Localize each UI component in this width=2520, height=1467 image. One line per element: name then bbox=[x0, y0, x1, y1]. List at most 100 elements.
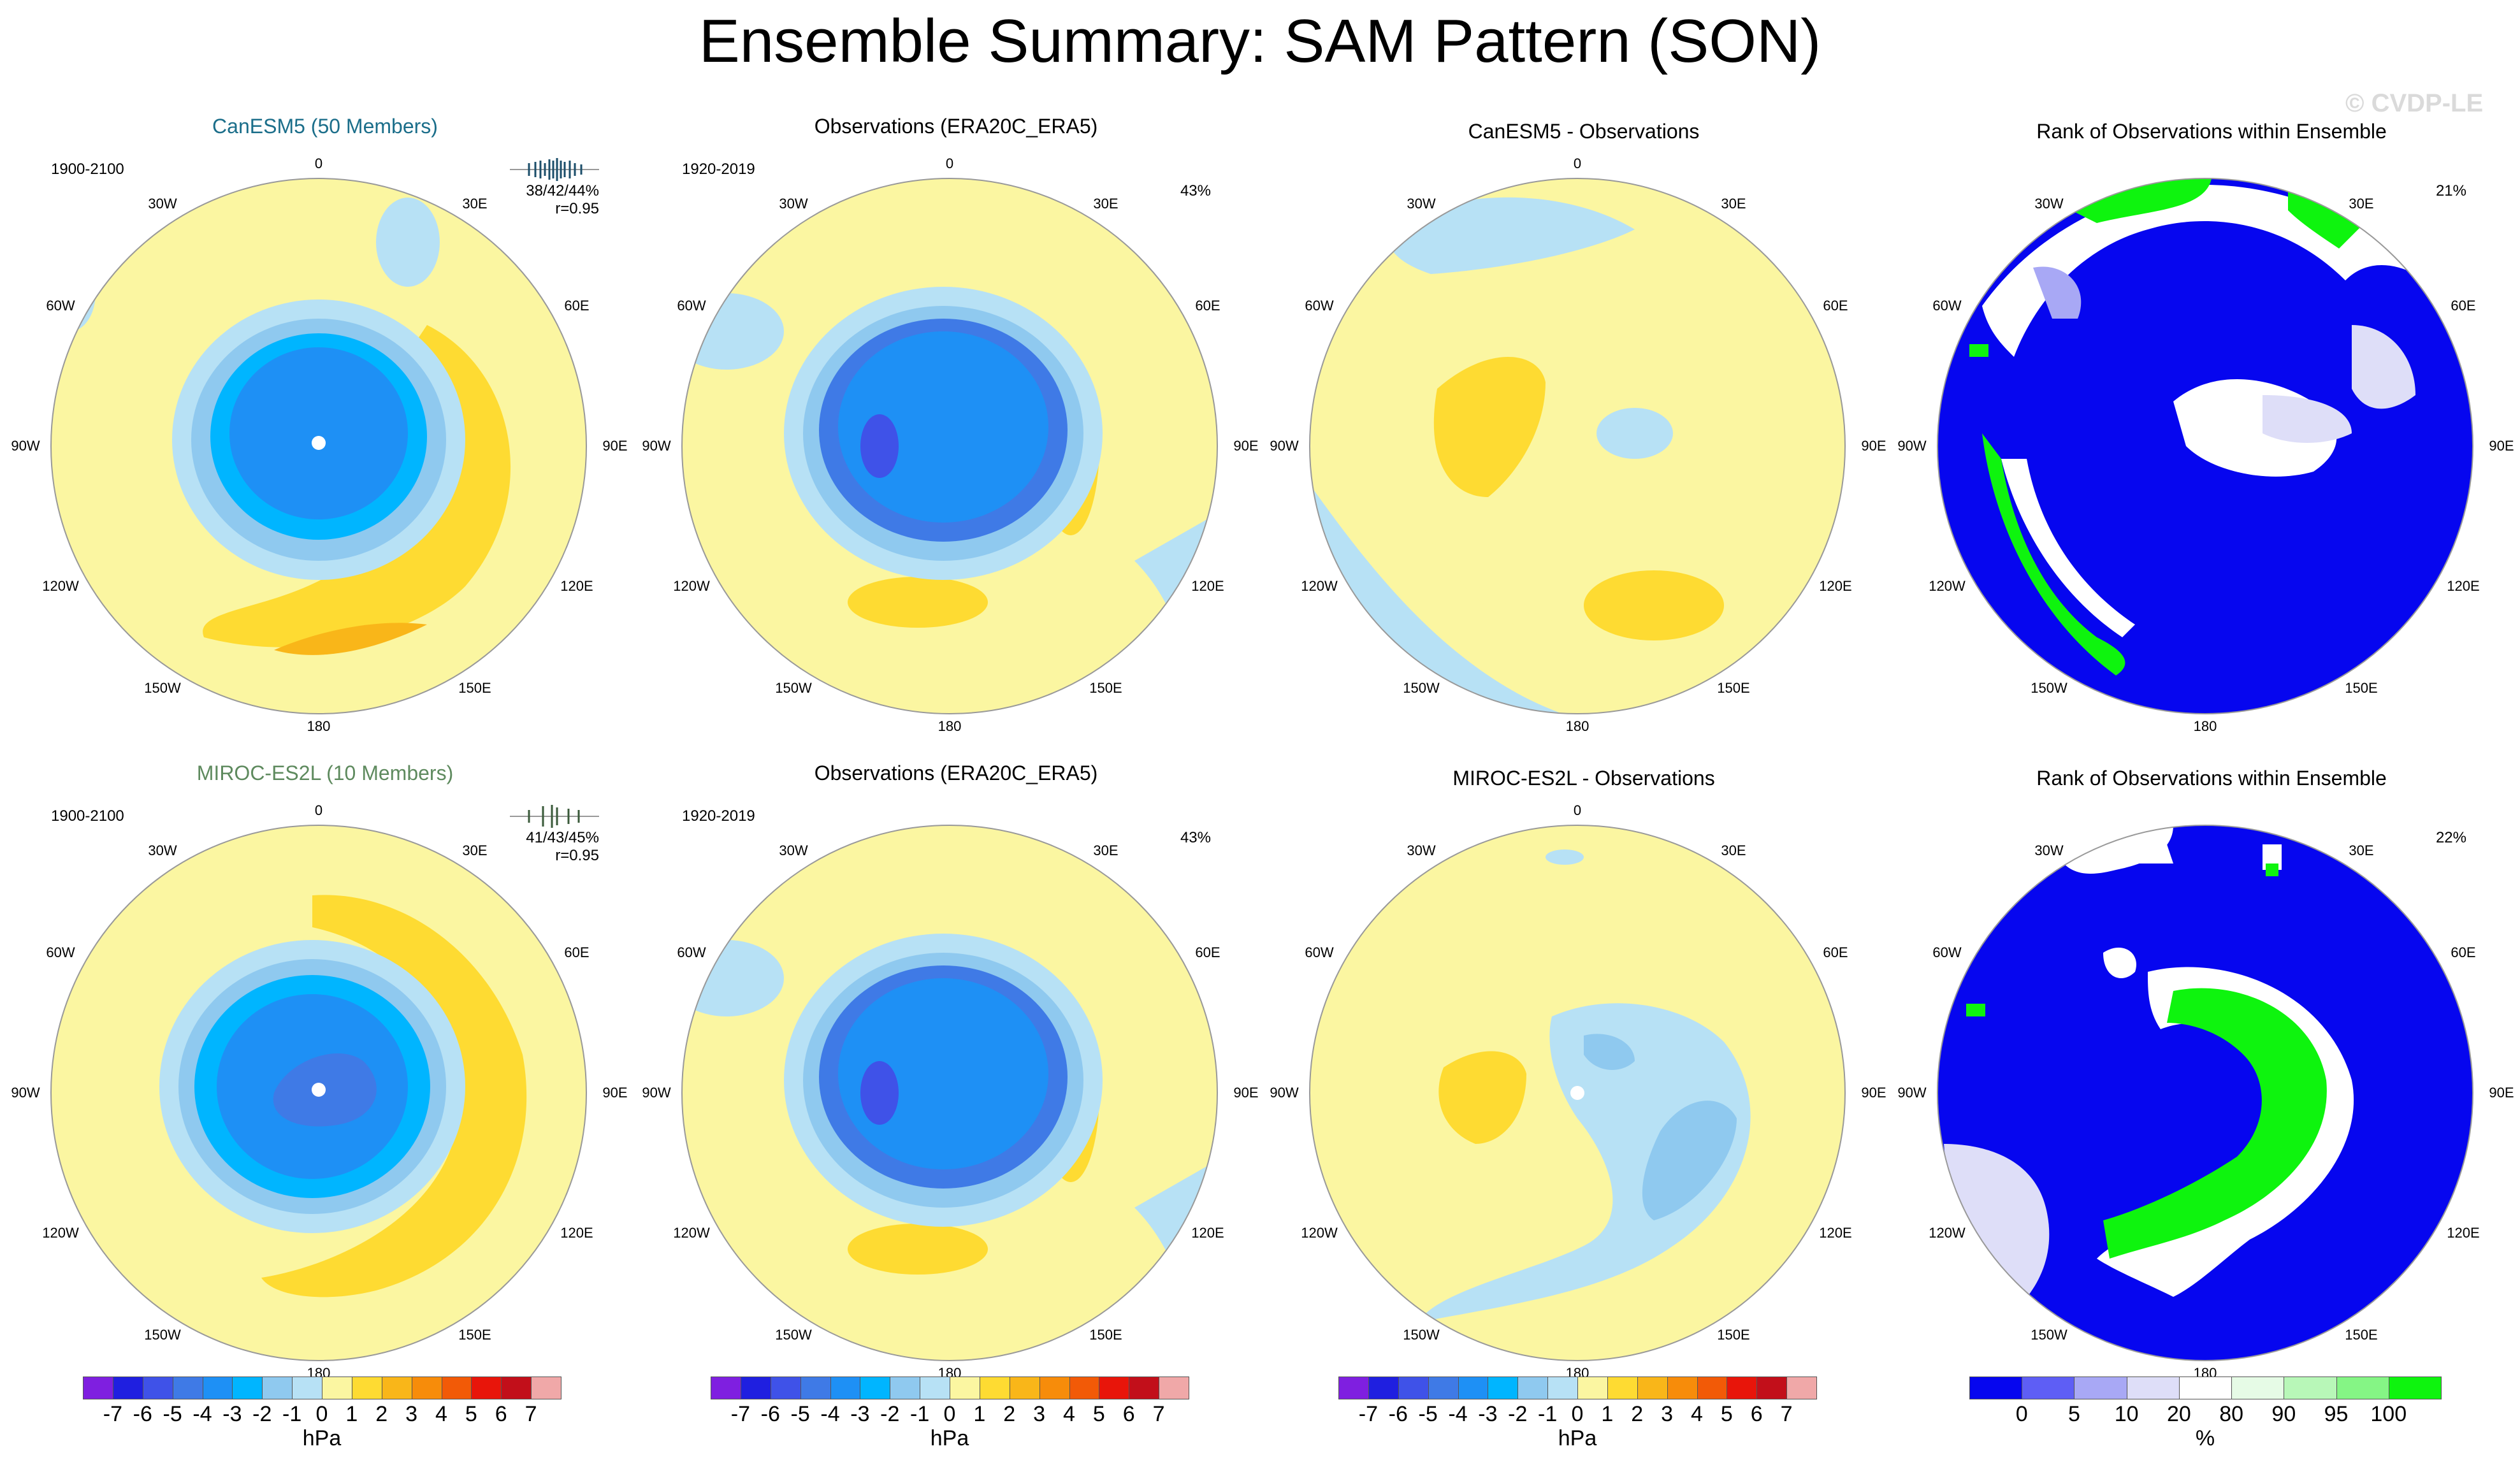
colorbar-tick-label: 7 bbox=[1780, 1402, 1793, 1426]
lon-label: 90E bbox=[602, 438, 628, 454]
colorbar-swatch bbox=[2022, 1377, 2075, 1399]
panel-title: Rank of Observations within Ensemble bbox=[2036, 767, 2387, 790]
colorbar-tick-label: -3 bbox=[850, 1402, 870, 1426]
lon-label: 60E bbox=[2451, 298, 2476, 314]
colorbar-tick-label: 1 bbox=[973, 1402, 986, 1426]
lon-label: 90W bbox=[1270, 1085, 1299, 1101]
pattern-percent: 21% bbox=[2435, 182, 2466, 199]
lon-label: 120E bbox=[1191, 1225, 1224, 1241]
lon-label: 60E bbox=[1195, 298, 1220, 314]
lon-label: 120W bbox=[1301, 1225, 1338, 1241]
colorbar-swatch bbox=[1398, 1377, 1429, 1399]
colorbar-swatch bbox=[1786, 1377, 1817, 1399]
colorbar-tick-label: 4 bbox=[435, 1402, 447, 1426]
colorbar-tick-label: -5 bbox=[790, 1402, 810, 1426]
lon-label: 60W bbox=[46, 298, 75, 314]
colorbar-swatch bbox=[112, 1377, 143, 1399]
lon-label: 150E bbox=[2345, 1327, 2378, 1343]
lon-label: 30W bbox=[779, 842, 808, 858]
colorbar-hpa-1: -7 -6 -5 -4 -3 -2 -1 0 1 2 3 4 5 6 7 hPa bbox=[83, 1377, 561, 1453]
figure-title: Ensemble Summary: SAM Pattern (SON) bbox=[699, 7, 1821, 75]
lon-label: 150W bbox=[144, 680, 181, 696]
lon-label: 30E bbox=[1093, 196, 1119, 212]
lon-label: 120W bbox=[1929, 578, 1966, 594]
colorbar-swatch bbox=[1428, 1377, 1459, 1399]
colorbar-tick-label: 5 bbox=[1092, 1402, 1105, 1426]
colorbar-swatch bbox=[172, 1377, 203, 1399]
colorbar-tick-label: -6 bbox=[1388, 1402, 1408, 1426]
colorbar-swatch bbox=[1727, 1377, 1758, 1399]
panel-title: Observations (ERA20C_ERA5) bbox=[814, 115, 1098, 138]
colorbar-tick-label: -6 bbox=[760, 1402, 780, 1426]
colorbar-tick-label: -3 bbox=[222, 1402, 242, 1426]
pattern-percent: 43% bbox=[1180, 829, 1211, 846]
lon-label: 150E bbox=[458, 680, 491, 696]
panel-title: CanESM5 (50 Members) bbox=[212, 115, 438, 138]
lon-label: 150W bbox=[775, 1327, 812, 1343]
map-miroc-es2l bbox=[50, 825, 587, 1361]
panel-title: Observations (ERA20C_ERA5) bbox=[814, 762, 1098, 784]
colorbar-tick-label: 4 bbox=[1691, 1402, 1703, 1426]
panel-miroc-minus-obs: MIROC-ES2L - Observations 0 30E 60E 90E … bbox=[1270, 762, 1890, 1399]
lon-label: 120E bbox=[2447, 578, 2480, 594]
lon-label: 120E bbox=[560, 1225, 593, 1241]
colorbar-hpa-3: -7 -6 -5 -4 -3 -2 -1 0 1 2 3 4 5 6 7 hPa bbox=[1338, 1377, 1817, 1453]
lon-label: 30E bbox=[2349, 196, 2374, 212]
panel-title: Rank of Observations within Ensemble bbox=[2036, 120, 2387, 143]
colorbar-swatch bbox=[2284, 1377, 2337, 1399]
colorbar-tick-label: -6 bbox=[133, 1402, 152, 1426]
colorbar-swatch bbox=[1159, 1377, 1189, 1399]
lon-label: 0 bbox=[314, 802, 323, 818]
map-canesm5 bbox=[50, 178, 587, 714]
lon-label: 90W bbox=[1897, 1085, 1927, 1101]
colorbar-tick-label: 100 bbox=[2370, 1402, 2407, 1426]
panel-rank-1: Rank of Observations within Ensemble 21%… bbox=[1897, 115, 2517, 752]
panel-miroc-es2l: MIROC-ES2L (10 Members) 1900-2100 41/43/… bbox=[11, 762, 631, 1399]
colorbar-tick-label: -4 bbox=[192, 1402, 212, 1426]
colorbar-tick-label: -1 bbox=[910, 1402, 930, 1426]
lon-label: 60W bbox=[1305, 944, 1334, 960]
period-label: 1920-2019 bbox=[682, 807, 755, 825]
lon-label: 30E bbox=[1721, 842, 1746, 858]
lon-label: 150E bbox=[458, 1327, 491, 1343]
colorbar-swatch bbox=[830, 1377, 861, 1399]
pattern-stats: 38/42/44% r=0.95 bbox=[510, 157, 599, 218]
colorbar-tick-label: -7 bbox=[1358, 1402, 1378, 1426]
lon-label: 60W bbox=[1932, 298, 1962, 314]
lon-label: 120W bbox=[673, 1225, 710, 1241]
lon-label: 0 bbox=[1573, 802, 1582, 818]
period-label: 1900-2100 bbox=[51, 161, 124, 178]
colorbar-tick-label: -7 bbox=[103, 1402, 122, 1426]
lon-label: 150W bbox=[1403, 680, 1440, 696]
lon-label: 150W bbox=[2031, 1327, 2067, 1343]
lon-label: 60E bbox=[564, 298, 590, 314]
colorbar-swatch bbox=[2178, 1377, 2233, 1399]
colorbar-swatch bbox=[1756, 1377, 1788, 1399]
lon-label: 150W bbox=[2031, 680, 2067, 696]
colorbar-swatch bbox=[351, 1377, 382, 1399]
lon-label: 30E bbox=[462, 842, 488, 858]
lon-label: 60E bbox=[1195, 944, 1220, 960]
lon-label: 120W bbox=[1301, 578, 1338, 594]
colorbar-tick-label: 6 bbox=[1122, 1402, 1135, 1426]
colorbar-swatch bbox=[441, 1377, 472, 1399]
lon-label: 30E bbox=[2349, 842, 2374, 858]
lon-label: 60E bbox=[564, 944, 590, 960]
stats-line-1: 38/42/44% bbox=[526, 182, 599, 199]
map-observations-2 bbox=[681, 825, 1218, 1361]
lon-label: 150W bbox=[144, 1327, 181, 1343]
colorbar-swatch bbox=[800, 1377, 831, 1399]
pattern-percent: 22% bbox=[2435, 829, 2466, 846]
colorbar-tick-label: 6 bbox=[495, 1402, 507, 1426]
colorbar-swatch bbox=[860, 1377, 891, 1399]
colorbar-swatch bbox=[2074, 1377, 2127, 1399]
colorbar-tick-label: 95 bbox=[2324, 1402, 2349, 1426]
stats-line-1: 41/43/45% bbox=[526, 829, 599, 846]
colorbar-tick-label: -1 bbox=[282, 1402, 302, 1426]
map-observations-1 bbox=[681, 178, 1218, 714]
colorbar-tick-label: 2 bbox=[375, 1402, 388, 1426]
lon-label: 150E bbox=[1089, 680, 1122, 696]
colorbar-tick-label: 0 bbox=[315, 1402, 328, 1426]
lon-label: 30W bbox=[1407, 196, 1436, 212]
lon-label: 90E bbox=[1861, 438, 1886, 454]
